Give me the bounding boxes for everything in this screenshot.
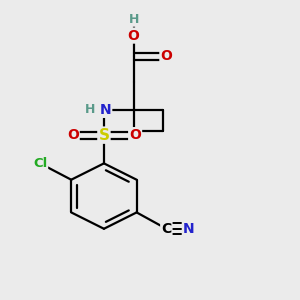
Text: O: O [160, 50, 172, 63]
Text: O: O [128, 28, 140, 43]
Text: H: H [128, 13, 139, 26]
Text: H: H [85, 103, 96, 116]
Text: S: S [98, 128, 110, 142]
Text: O: O [129, 128, 141, 142]
Text: Cl: Cl [33, 157, 47, 170]
Text: N: N [100, 103, 111, 117]
Text: O: O [67, 128, 79, 142]
Text: C: C [161, 222, 172, 236]
Text: N: N [183, 222, 194, 236]
